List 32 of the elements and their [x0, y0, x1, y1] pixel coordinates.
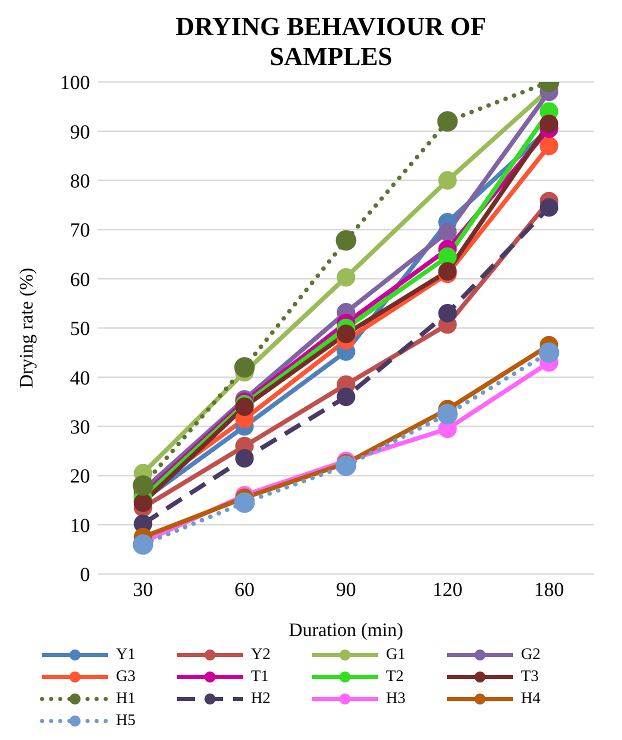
x-tick-label: 30 — [133, 579, 153, 602]
chart-title: DRYING BEHAVIOUR OF SAMPLES — [174, 12, 488, 72]
legend-label: H2 — [251, 690, 271, 708]
legend-label: G3 — [116, 668, 136, 686]
y-tick-label: 80 — [70, 170, 90, 192]
y-tick-label: 100 — [60, 72, 90, 94]
y-tick-label: 40 — [70, 367, 90, 390]
y-tick-label: 0 — [80, 564, 90, 586]
y-tick-label: 10 — [70, 514, 90, 537]
y-tick-label: 60 — [70, 268, 90, 291]
legend-label: T1 — [251, 668, 269, 686]
legend-label: G1 — [386, 646, 406, 664]
legend-label: Y2 — [251, 646, 271, 664]
y-tick-label: 70 — [70, 220, 90, 242]
y-tick-label: 20 — [70, 466, 90, 488]
legend-label: G2 — [521, 646, 541, 664]
x-tick-label: 120 — [432, 579, 462, 602]
legend-label: T2 — [386, 668, 404, 686]
legend-label: H1 — [116, 690, 136, 708]
legend-label: Y1 — [116, 646, 136, 664]
legend-label: H3 — [386, 690, 406, 708]
x-tick-label: 180 — [534, 579, 564, 602]
y-tick-label: 30 — [70, 416, 90, 438]
x-axis-title: Duration (min) — [288, 620, 404, 641]
legend-label: H5 — [116, 712, 136, 730]
y-axis-title: Drying rate (%) — [16, 268, 38, 388]
x-tick-label: 90 — [336, 579, 356, 602]
y-tick-label: 50 — [70, 318, 90, 340]
x-tick-label: 60 — [234, 579, 254, 602]
y-tick-label: 90 — [70, 121, 90, 144]
legend-label: H4 — [521, 690, 541, 708]
legend-label: T3 — [521, 668, 539, 686]
